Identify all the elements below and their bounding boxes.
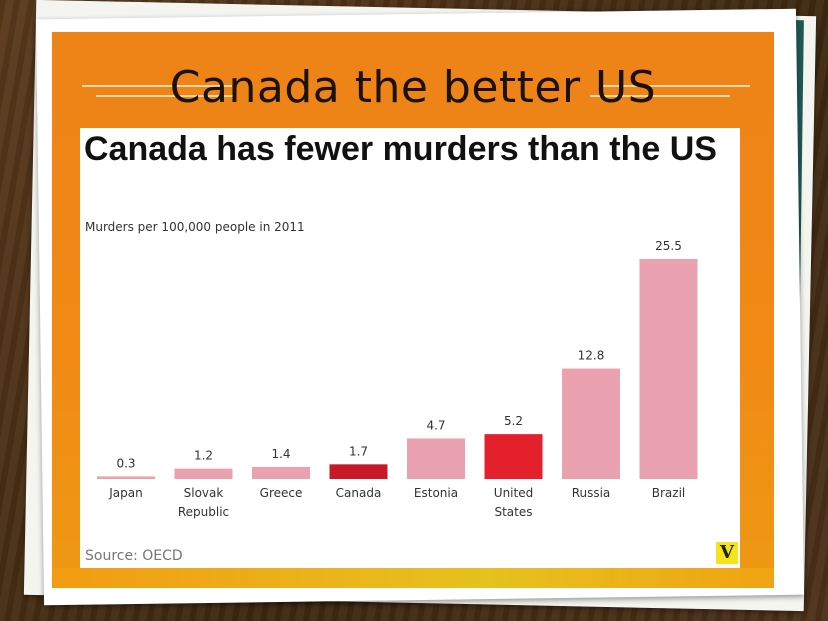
value-label-canada: 1.7 [349, 444, 368, 458]
value-label-greece: 1.4 [271, 447, 290, 461]
value-label-estonia: 4.7 [426, 418, 445, 432]
bar-canada [329, 464, 388, 479]
category-label-slovak-republic-line2: Republic [178, 505, 229, 519]
chart-title: Canada has fewer murders than the US [84, 130, 717, 168]
value-label-russia: 12.8 [578, 349, 605, 363]
bar-japan [97, 476, 155, 479]
value-label-united-states: 5.2 [504, 414, 523, 428]
bar-slovak-republic [174, 468, 233, 479]
bar-chart: 0.3 Japan 1.2 Slovak Republic 1.4 Greece 1.7 Can… [97, 239, 698, 519]
value-label-slovak-republic: 1.2 [194, 449, 213, 463]
category-label-greece: Greece [260, 486, 303, 500]
category-label-canada: Canada [336, 486, 382, 500]
slide-bottom-band [52, 568, 774, 588]
chart-panel: Canada has fewer murders than the US Mur… [80, 128, 740, 568]
title-decor-line-right-1 [600, 85, 750, 87]
slide-title: Canada the better US [169, 62, 657, 113]
category-label-united-states: United [494, 486, 533, 500]
vox-logo: V [716, 542, 738, 564]
category-label-japan: Japan [108, 486, 142, 500]
title-decor-line-left-1 [82, 85, 232, 87]
value-label-brazil: 25.5 [655, 239, 682, 253]
bar-united-states [484, 434, 543, 479]
value-label-japan: 0.3 [116, 456, 135, 470]
bar-estonia [407, 438, 465, 479]
chart-source: Source: OECD [85, 548, 183, 564]
bar-brazil [639, 259, 698, 479]
category-label-united-states-line2: States [494, 505, 532, 519]
category-label-estonia: Estonia [414, 486, 458, 500]
bar-russia [562, 368, 620, 479]
category-label-brazil: Brazil [652, 486, 686, 500]
category-label-russia: Russia [572, 486, 611, 500]
category-label-slovak-republic: Slovak [184, 486, 224, 500]
bar-greece [252, 466, 310, 479]
title-decor-line-left-2 [96, 95, 236, 97]
chart-subtitle: Murders per 100,000 people in 2011 [85, 220, 305, 234]
title-decor-line-right-2 [590, 95, 730, 97]
